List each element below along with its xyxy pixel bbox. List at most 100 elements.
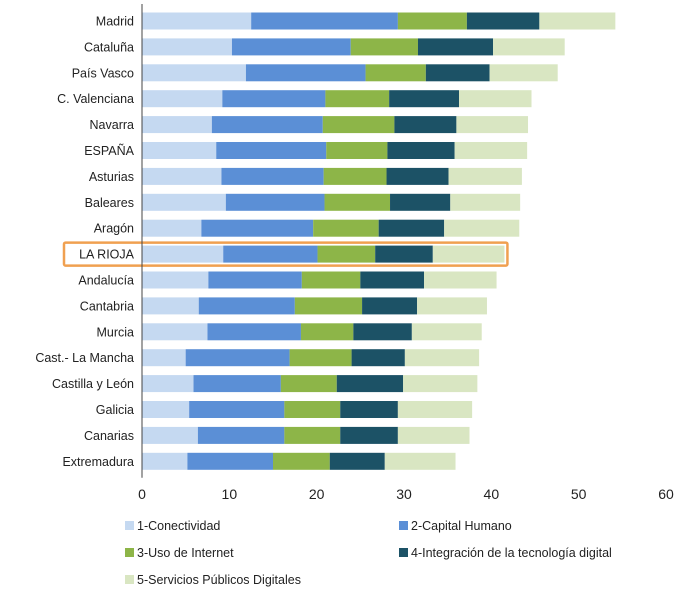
bar-segment-la-rioja-series-1 [142,245,224,263]
legend-label-series-3: 3-Uso de Internet [137,546,234,560]
bar-segment-aragon-series-2 [201,219,314,237]
bar-segment-la-rioja-series-3 [317,245,376,263]
bar-segment-madrid-series-1 [142,12,252,30]
bar-segment-andalucia-series-2 [208,271,302,289]
bar-segment-canarias-series-4 [340,426,398,444]
bar-segment-pais-vasco-series-4 [425,64,490,82]
bar-segment-pais-vasco-series-3 [365,64,426,82]
bar-segment-murcia-series-5 [411,323,482,341]
x-tick-label: 30 [396,486,412,502]
bar-segment-murcia-series-1 [142,323,208,341]
x-tick-label: 60 [658,486,674,502]
category-labels: Madrid Cataluña País Vasco C. Valenciana Nav… [35,15,134,469]
bar-segment-c-valenciana-series-4 [389,90,460,108]
legend-swatch-series-4 [399,548,408,557]
legend-label-series-2: 2-Capital Humano [411,519,512,533]
bar-segment-aragon-series-5 [444,219,520,237]
legend: 1-Conectividad 2-Capital Humano 3-Uso de I… [125,519,612,587]
category-label: Asturias [89,170,134,184]
bar-segment-cataluna-series-1 [142,38,232,56]
x-axis: 0 10 20 30 40 50 60 [138,4,674,502]
bar-segment-navarra-series-1 [142,116,212,134]
bar-segment-asturias-series-4 [386,167,449,185]
bar-segment-cast-la-mancha-series-4 [351,349,405,367]
bar-segment-galicia-series-2 [189,401,285,418]
bar-segment-castilla-y-leon-series-5 [403,375,478,393]
category-label: LA RIOJA [79,248,135,262]
bar-segment-cantabria-series-5 [417,297,487,315]
legend-label-series-1: 1-Conectividad [137,519,220,533]
bar-segment-cast-la-mancha-series-1 [142,349,186,367]
bar-segment-cataluna-series-2 [231,38,351,56]
category-label: Galicia [96,403,134,417]
bar-segment-canarias-series-2 [197,426,285,444]
bar-segment-madrid-series-4 [466,12,540,30]
legend-label-series-5: 5-Servicios Públicos Digitales [137,573,301,587]
bar-segment-pais-vasco-series-1 [142,64,246,82]
bar-segment-cataluna-series-5 [493,38,565,56]
bar-segment-espana-series-1 [142,142,217,159]
bar-segment-madrid-series-2 [251,12,398,30]
bar-segment-espana-series-4 [387,142,455,159]
category-label: Cataluña [84,40,134,54]
bar-segment-canarias-series-1 [142,426,198,444]
category-label: C. Valenciana [57,92,134,106]
bar-segment-navarra-series-3 [322,116,395,134]
bar-segment-castilla-y-leon-series-3 [280,375,337,393]
x-tick-label: 10 [222,486,238,502]
bar-segment-galicia-series-1 [142,401,190,418]
bar-segment-aragon-series-1 [142,219,202,237]
bar-segment-castilla-y-leon-series-1 [142,375,194,393]
bar-segment-baleares-series-2 [225,193,325,211]
bar-segment-baleares-series-1 [142,193,226,211]
bar-segment-pais-vasco-series-5 [489,64,558,82]
bar-segment-extremadura-series-5 [384,452,456,470]
bar-segment-canarias-series-5 [397,426,470,444]
bar-segment-cantabria-series-2 [198,297,295,315]
bar-segment-cantabria-series-1 [142,297,199,315]
category-label: Cantabria [80,299,134,313]
bar-segment-andalucia-series-1 [142,271,209,289]
bar-segment-espana-series-2 [216,142,327,159]
category-label: País Vasco [72,66,134,80]
bar-segment-cast-la-mancha-series-5 [404,349,480,367]
bar-segment-andalucia-series-3 [301,271,361,289]
bar-segment-asturias-series-5 [448,167,522,185]
bar-segment-andalucia-series-4 [360,271,425,289]
bar-segment-baleares-series-5 [450,193,521,211]
category-label: Aragón [94,222,134,236]
bar-segment-galicia-series-4 [340,401,398,418]
legend-swatch-series-3 [125,548,134,557]
bar-segment-asturias-series-1 [142,167,222,185]
bar-segment-espana-series-3 [326,142,388,159]
x-tick-label: 0 [138,486,146,502]
bar-segment-galicia-series-5 [397,401,473,418]
bar-segment-castilla-y-leon-series-4 [336,375,404,393]
bar-segment-madrid-series-3 [397,12,467,30]
bar-segment-baleares-series-4 [390,193,451,211]
bar-segment-espana-series-5 [454,142,528,159]
x-tick-label: 50 [571,486,587,502]
bar-segment-aragon-series-4 [378,219,445,237]
legend-label-series-4: 4-Integración de la tecnología digital [411,546,612,560]
bar-segment-murcia-series-2 [207,323,301,341]
bars-layer [62,12,616,470]
legend-swatch-series-2 [399,521,408,530]
category-label: Canarias [84,429,134,443]
bar-segment-cast-la-mancha-series-2 [185,349,290,367]
x-tick-label: 20 [309,486,325,502]
bar-segment-c-valenciana-series-5 [459,90,532,108]
bar-segment-la-rioja-series-5 [432,245,505,263]
bar-segment-cast-la-mancha-series-3 [289,349,352,367]
category-label: Baleares [85,196,134,210]
bar-segment-pais-vasco-series-2 [245,64,366,82]
x-tick-label: 40 [484,486,500,502]
bar-segment-la-rioja-series-2 [223,245,318,263]
category-label: Madrid [96,15,134,29]
bar-segment-c-valenciana-series-1 [142,90,223,108]
category-label: Andalucía [78,274,134,288]
bar-segment-asturias-series-3 [323,167,387,185]
bar-segment-extremadura-series-1 [142,452,188,470]
category-label: Castilla y León [52,377,134,391]
